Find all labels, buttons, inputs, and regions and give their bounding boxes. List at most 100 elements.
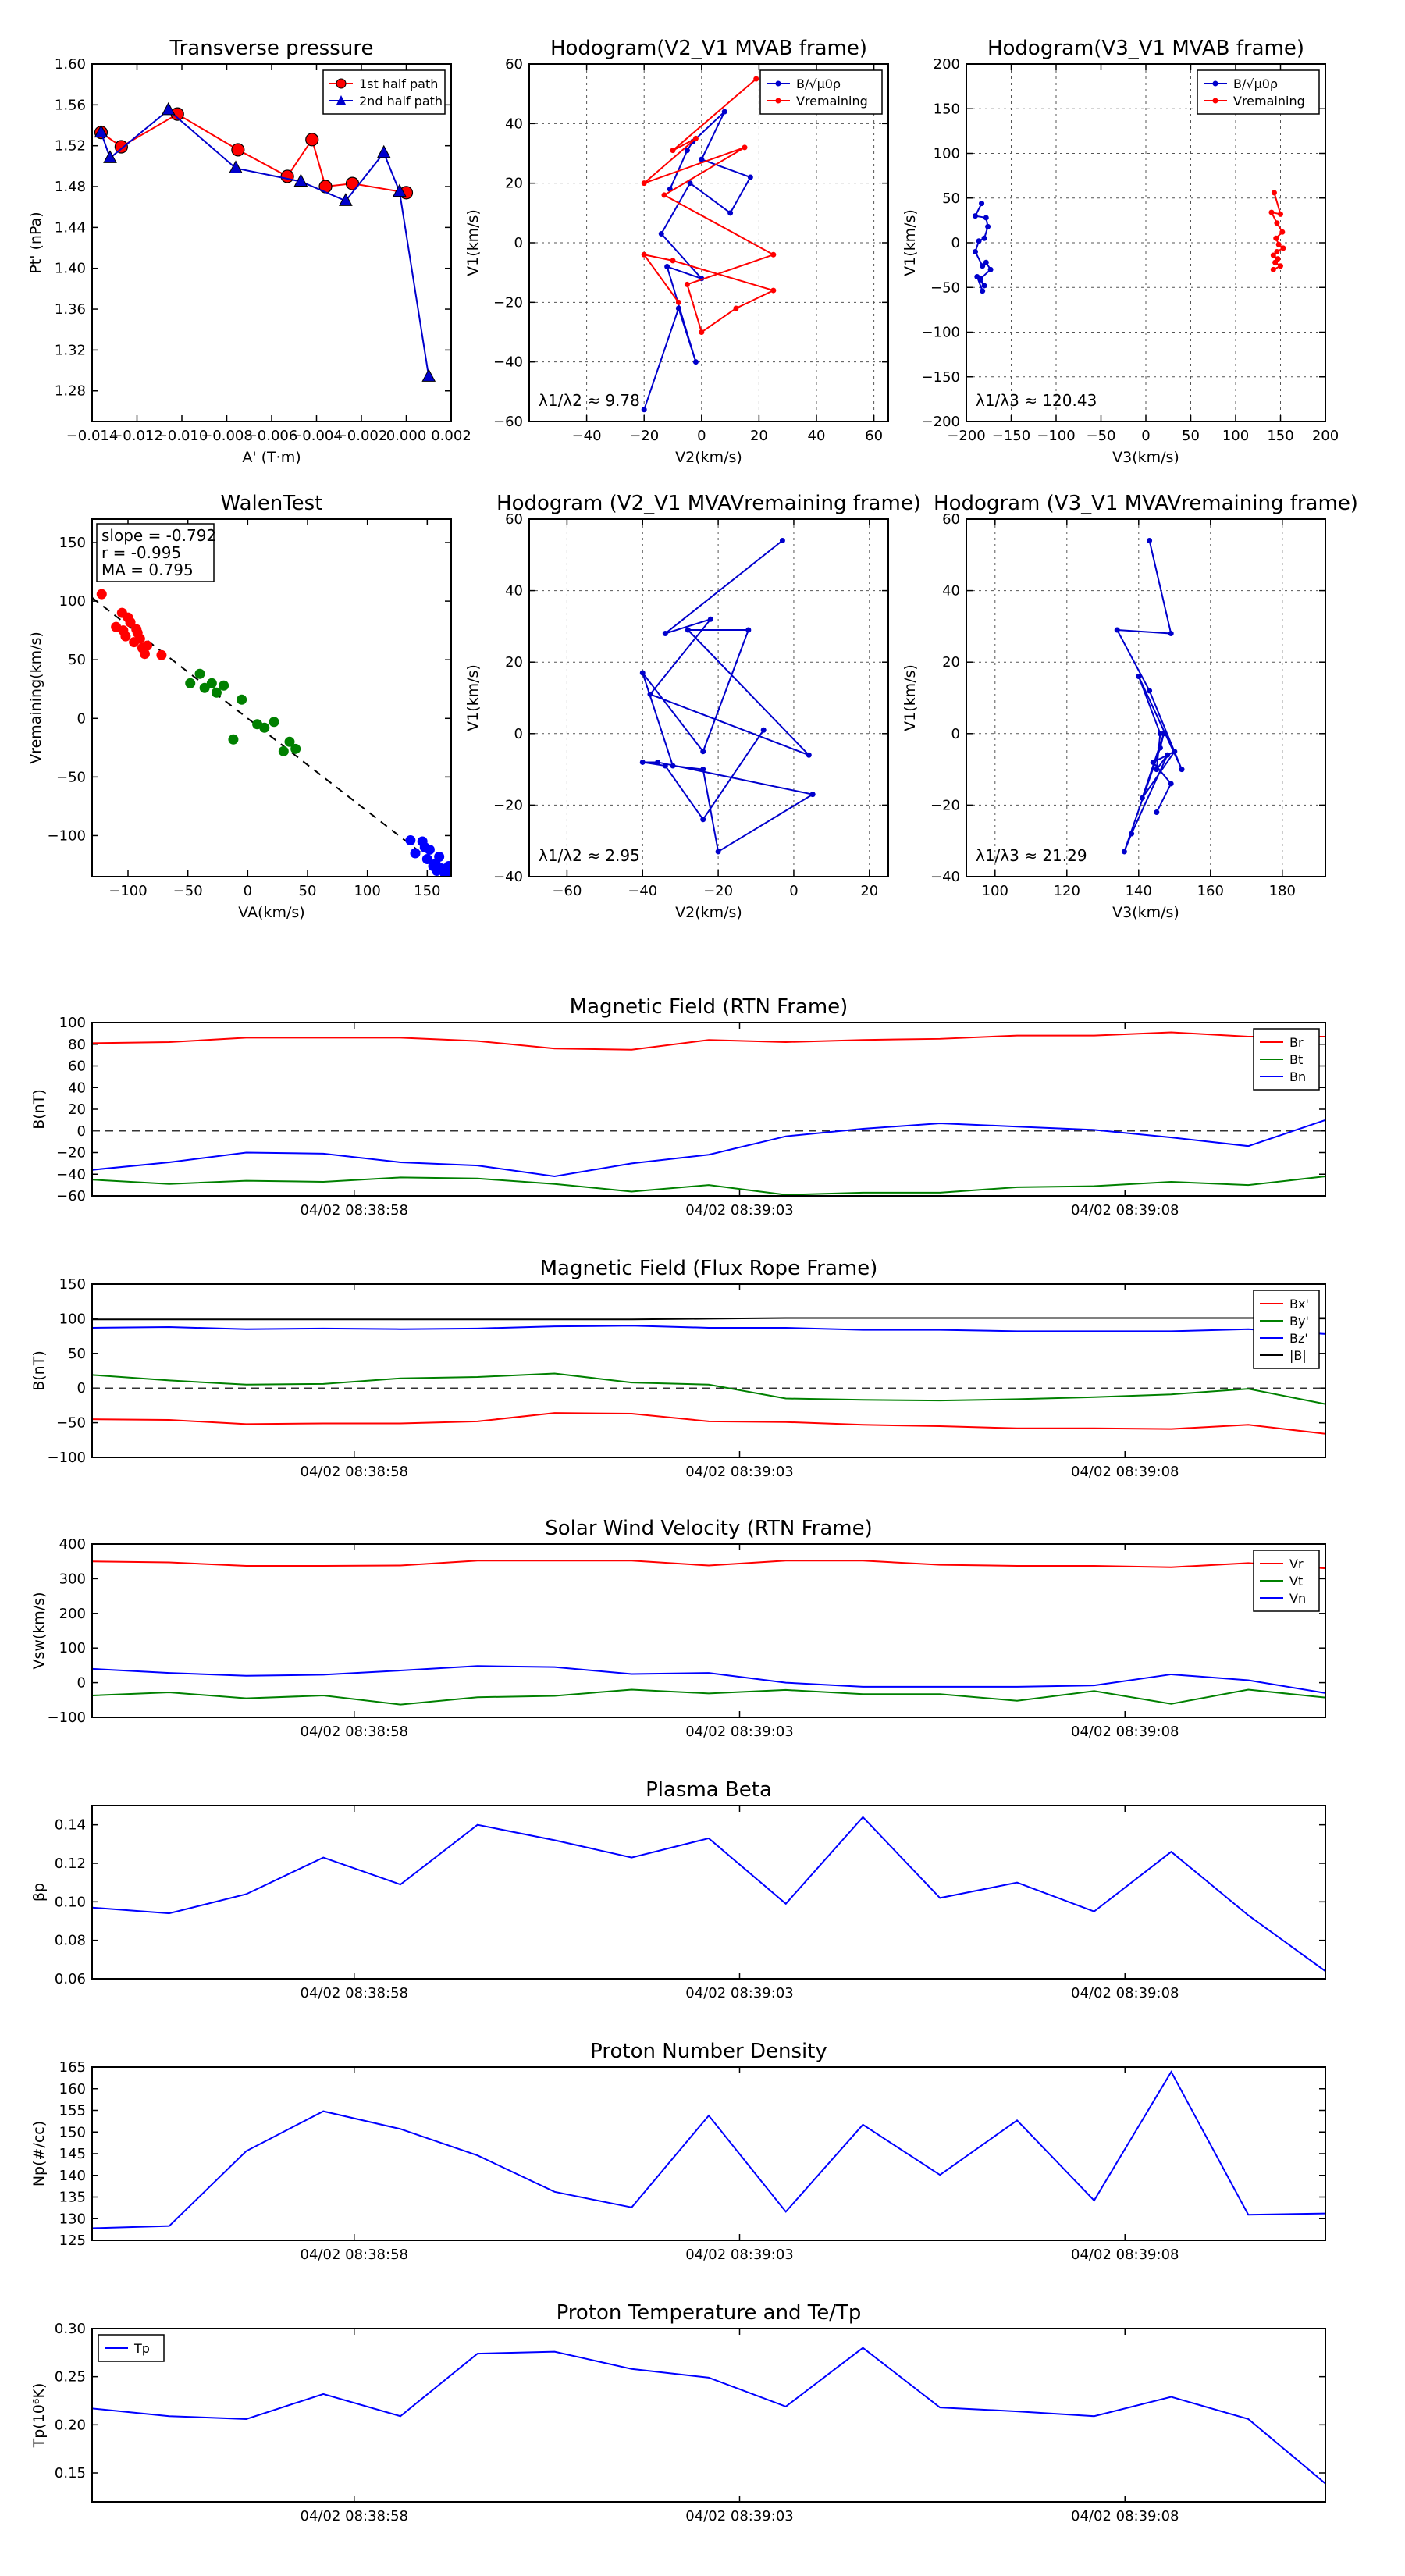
data-point xyxy=(1179,767,1185,773)
x-tick-label: −0.010 xyxy=(156,428,208,444)
data-point xyxy=(1278,211,1283,217)
x-tick-label: 60 xyxy=(865,428,883,444)
eigenvalue-ratio: λ1/λ3 ≈ 120.43 xyxy=(976,391,1097,410)
y-axis-label: B(nT) xyxy=(30,1089,48,1130)
y-tick-label: 40 xyxy=(505,116,523,132)
y-tick-label: 1.48 xyxy=(55,179,86,195)
y-tick-label: 0.12 xyxy=(55,1856,86,1872)
plot-area xyxy=(92,1816,1325,1972)
y-tick-label: 0.08 xyxy=(55,1933,86,1949)
y-tick-label: 50 xyxy=(942,190,960,207)
x-tick-label: −150 xyxy=(992,428,1030,444)
y-tick-label: −20 xyxy=(56,1145,86,1162)
legend-label: Bt xyxy=(1289,1052,1303,1067)
legend-label: Br xyxy=(1289,1035,1304,1050)
data-point xyxy=(692,359,699,365)
axes-frame xyxy=(528,63,889,422)
data-point xyxy=(1270,252,1276,258)
legend-label: Vn xyxy=(1289,1591,1306,1606)
data-point xyxy=(156,649,167,660)
y-tick-label: −20 xyxy=(493,294,523,311)
y-tick-label: 100 xyxy=(934,146,960,162)
series-line-Vr xyxy=(92,1560,1325,1570)
y-axis-label: V1(km/s) xyxy=(902,664,919,731)
data-point xyxy=(132,628,143,639)
data-point xyxy=(1154,809,1160,816)
series-line-Bx' xyxy=(92,1412,1325,1435)
y-tick-label: 20 xyxy=(505,654,523,671)
legend-marker xyxy=(336,95,346,105)
x-axis-label: V2(km/s) xyxy=(675,904,742,921)
legend-box xyxy=(322,69,446,115)
axes-frame xyxy=(91,2328,1326,2503)
y-tick-label: 1.60 xyxy=(55,56,86,73)
y-tick-label: 40 xyxy=(942,583,960,600)
legend-label: Tp xyxy=(133,2341,150,2356)
series-line-V xyxy=(642,539,815,853)
axes-frame xyxy=(966,518,1326,877)
plasma-beta-chart: 04/02 08:38:58 04/02 08:39:03 04/02 08:39:… xyxy=(30,1778,1326,2001)
data-point xyxy=(981,235,987,241)
fit-line xyxy=(92,596,451,877)
data-point xyxy=(641,407,647,413)
y-tick-label: −20 xyxy=(930,797,960,813)
x-tick-label: 150 xyxy=(414,883,440,899)
data-point xyxy=(114,140,128,154)
legend-marker xyxy=(1212,98,1218,104)
data-point xyxy=(721,109,727,115)
proton-number-density-chart: 04/02 08:38:58 04/02 08:39:03 04/02 08:39:… xyxy=(30,2040,1326,2263)
y-tick-label: 100 xyxy=(59,1311,86,1327)
data-point xyxy=(1136,674,1142,680)
x-tick-label: −0.012 xyxy=(111,428,163,444)
data-point xyxy=(983,259,989,265)
chart-title: Proton Temperature and Te/Tp xyxy=(557,2301,862,2325)
y-tick-label: −100 xyxy=(922,325,960,341)
legend-box xyxy=(759,69,883,115)
data-point xyxy=(185,678,196,688)
x-axis-label: V3(km/s) xyxy=(1112,449,1179,466)
x-tick-label: 04/02 08:39:03 xyxy=(685,2247,793,2263)
x-tick-label: −200 xyxy=(947,428,985,444)
data-point xyxy=(770,287,777,294)
data-point xyxy=(979,201,985,207)
x-tick-label: 0.002 xyxy=(431,428,471,444)
data-point xyxy=(161,101,176,116)
y-tick-label: 150 xyxy=(59,535,86,551)
x-tick-label: 20 xyxy=(750,428,768,444)
data-point xyxy=(1150,759,1156,765)
data-point xyxy=(123,612,133,623)
y-tick-label: −40 xyxy=(930,869,960,885)
x-tick-label: 04/02 08:39:03 xyxy=(685,1985,793,2001)
y-tick-label: −40 xyxy=(56,1166,86,1183)
y-tick-label: 0 xyxy=(77,1123,86,1140)
y-tick-label: 135 xyxy=(59,2190,86,2206)
x-tick-label: −0.004 xyxy=(290,428,343,444)
data-point xyxy=(639,670,646,676)
series-line-Vn xyxy=(92,1665,1325,1694)
y-tick-label: 150 xyxy=(59,1276,86,1293)
data-point xyxy=(231,143,245,157)
data-point xyxy=(1154,767,1160,773)
x-tick-label: 04/02 08:39:03 xyxy=(685,2508,793,2524)
data-point xyxy=(94,124,108,138)
y-tick-label: 155 xyxy=(59,2103,86,2119)
y-tick-label: 165 xyxy=(59,2059,86,2076)
y-tick-label: 20 xyxy=(505,176,523,192)
series-line-Bt xyxy=(92,1176,1325,1196)
y-axis-label: Np(#/cc) xyxy=(30,2121,48,2186)
x-tick-label: 04/02 08:39:03 xyxy=(685,1464,793,1480)
legend-box xyxy=(1253,1290,1320,1369)
x-tick-label: 100 xyxy=(354,883,380,899)
y-axis-label: V1(km/s) xyxy=(464,209,482,276)
data-point xyxy=(973,248,978,254)
chart-title: Transverse pressure xyxy=(169,37,374,60)
data-point xyxy=(779,537,785,543)
magnetic-field-fluxrope-chart: 04/02 08:38:58 04/02 08:39:03 04/02 08:39:… xyxy=(30,1257,1326,1480)
x-tick-label: 0.000 xyxy=(386,428,427,444)
data-point xyxy=(1272,259,1279,265)
y-tick-label: −100 xyxy=(48,827,86,844)
x-tick-label: 0 xyxy=(1141,428,1150,444)
x-axis-label: V3(km/s) xyxy=(1112,904,1179,921)
